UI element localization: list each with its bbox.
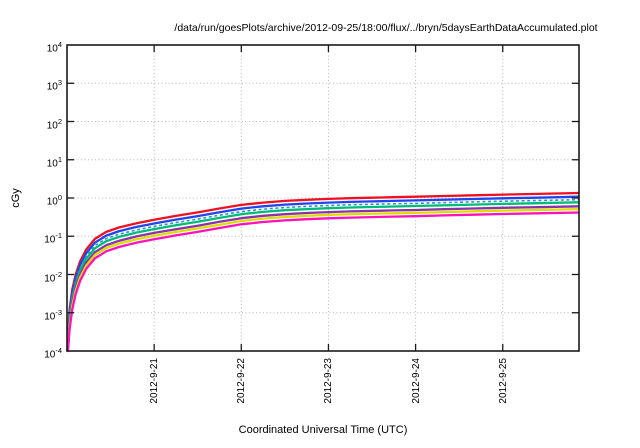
x-axis-label: Coordinated Universal Time (UTC) [238, 424, 408, 436]
y-tick-label: 10-4 [44, 346, 62, 361]
y-tick-label: 104 [46, 40, 62, 55]
series-line-curve-green [66, 201, 580, 352]
y-tick-label: 10-3 [44, 307, 62, 323]
y-tick-label: 102 [46, 116, 62, 131]
plot-title: /data/run/goesPlots/archive/2012-09-25/1… [174, 22, 598, 34]
x-tick-label: 2012-9-23 [323, 358, 335, 404]
x-tick-label: 2012-9-21 [149, 358, 161, 404]
y-tick-label: 103 [46, 78, 62, 93]
x-tick-label: 2012-9-22 [236, 358, 248, 404]
y-tick-label: 10-2 [44, 269, 62, 284]
series-line-curve-blue [66, 195, 580, 352]
y-tick-label: 10-1 [44, 231, 62, 246]
y-tick-label: 100 [46, 193, 62, 208]
x-tick-label: 2012-9-25 [497, 358, 509, 404]
x-tick-label: 2012-9-24 [410, 358, 422, 404]
y-tick-label: 101 [46, 154, 62, 170]
series-line-curve-red [66, 191, 580, 352]
series-line-curve-magenta [66, 211, 580, 353]
